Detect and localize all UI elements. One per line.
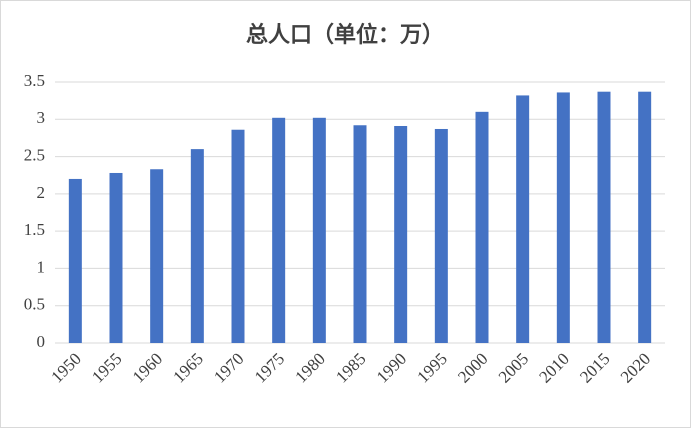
bar xyxy=(190,149,204,343)
bar xyxy=(312,117,326,344)
y-tick-label: 2 xyxy=(37,183,46,202)
chart-title: 总人口（单位：万） xyxy=(246,22,444,48)
bar xyxy=(353,125,367,343)
y-tick-label: 0 xyxy=(37,332,46,351)
y-tick-label: 0.5 xyxy=(24,295,45,314)
y-tick-label: 3 xyxy=(37,108,46,127)
bar xyxy=(150,169,164,343)
bar xyxy=(109,172,123,343)
bar xyxy=(68,178,82,343)
y-tick-label: 2.5 xyxy=(24,145,45,164)
bar xyxy=(475,111,489,343)
y-tick-label: 3.5 xyxy=(24,71,45,90)
bar xyxy=(516,95,530,344)
bar xyxy=(556,92,570,343)
bar xyxy=(597,91,611,344)
bar xyxy=(434,128,448,343)
bar xyxy=(638,91,652,344)
bar xyxy=(394,125,408,343)
y-tick-label: 1.5 xyxy=(24,220,45,239)
bar xyxy=(272,117,286,344)
y-tick-label: 1 xyxy=(37,257,46,276)
bar xyxy=(231,129,245,343)
